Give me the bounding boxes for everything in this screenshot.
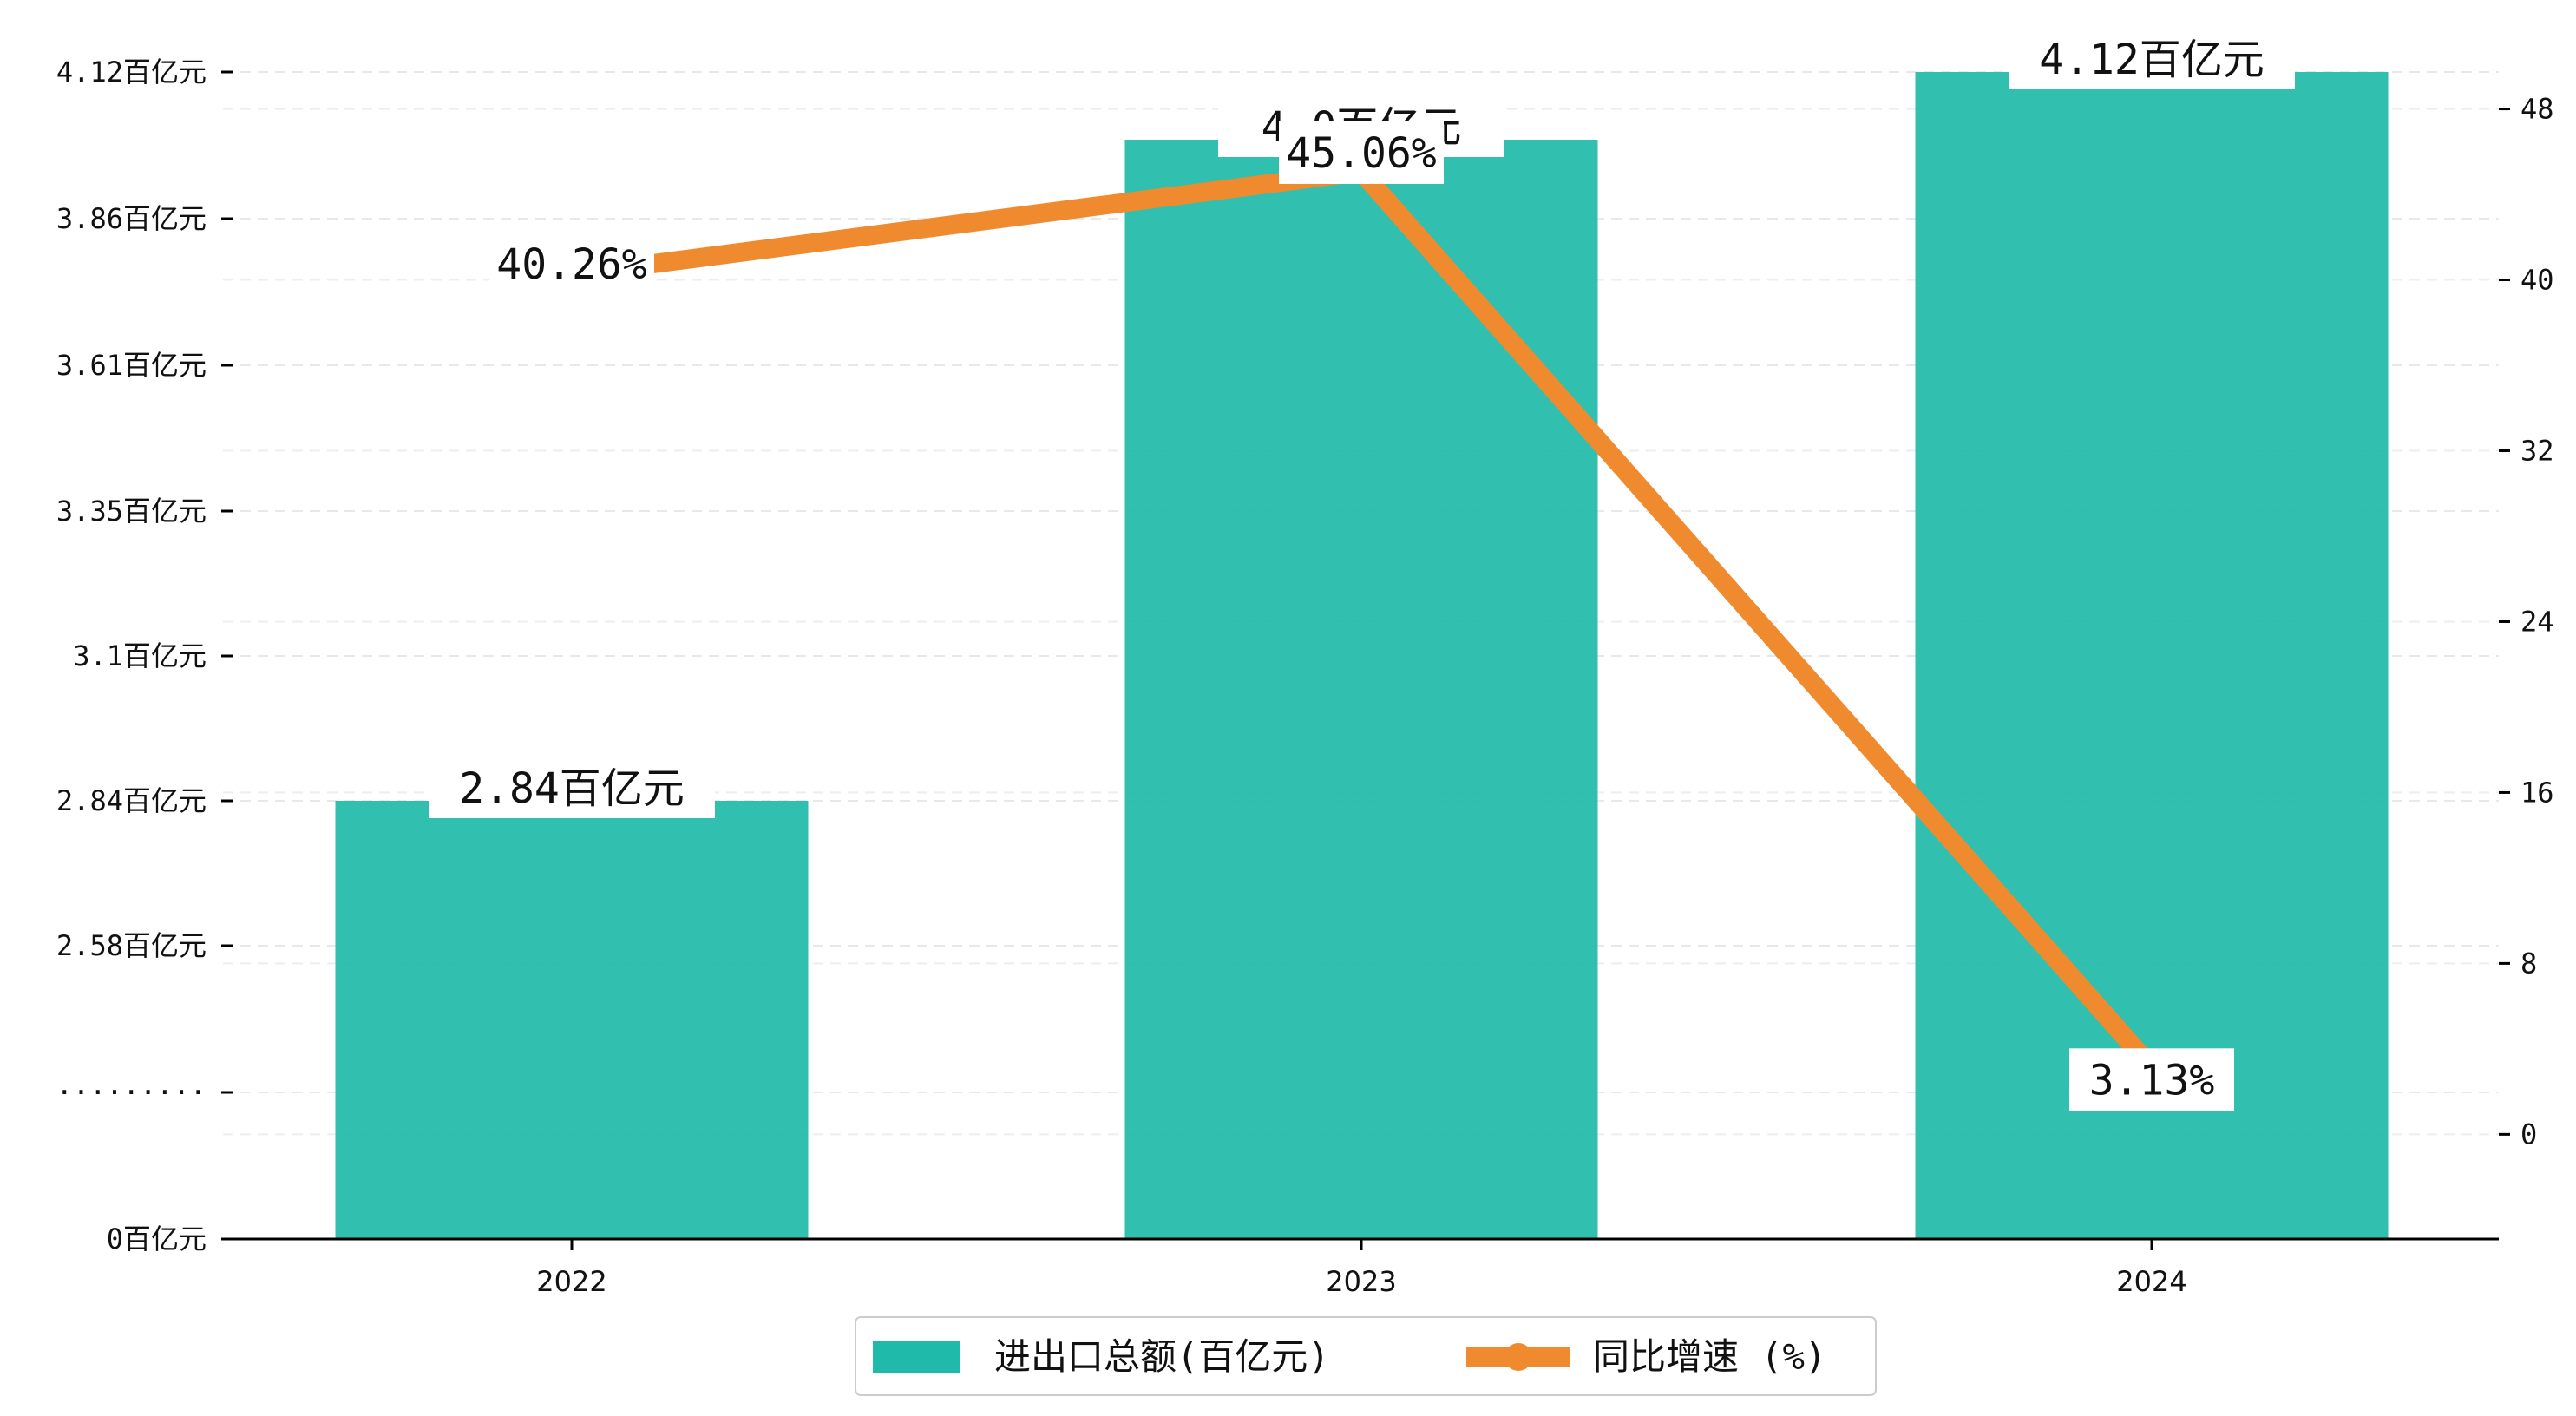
bar [1915,72,2389,1239]
bar-series [335,72,2389,1239]
y-tick-label: 3.86百亿元 [56,202,206,235]
x-tick-label: 2024 [2116,1265,2186,1298]
x-tick-label: 2022 [536,1265,606,1298]
right-tick-label: 32 [2520,434,2554,467]
bar [335,801,809,1239]
right-tick-label: 8 [2520,947,2537,980]
line-label-box [1279,121,1444,184]
legend-label-line: 同比增速 (%) [1593,1335,1826,1378]
bar-value-label: 2.84百亿元 [459,764,685,813]
right-tick-label: 16 [2520,776,2554,809]
y-tick-label: ········· [56,1076,206,1109]
bar-value-label: 4.12百亿元 [2039,36,2265,84]
y-tick-label: 3.61百亿元 [56,349,206,382]
right-tick-label: 40 [2520,264,2554,297]
right-tick-label: 24 [2520,605,2554,638]
right-tick-label: 0 [2520,1118,2537,1150]
bar-label-box [2009,23,2295,89]
y-tick-label: 4.12百亿元 [56,56,206,88]
axes: 0百亿元 ········· 2.58百亿元 2.84百亿元 3.1百亿元 3.35百亿元… [56,56,2554,1298]
legend-swatch-bar [873,1341,960,1373]
x-tick-label: 2023 [1326,1265,1396,1298]
line-label-box [489,233,654,296]
right-tick-label: 48 [2520,93,2554,126]
line-value-label: 3.13% [2089,1056,2215,1105]
legend-label-bar: 进出口总额(百亿元) [994,1335,1330,1378]
y-tick-label: 2.58百亿元 [56,929,206,962]
legend[interactable]: 进出口总额(百亿元) 同比增速 (%) [855,1316,1877,1396]
line-label-box [2069,1048,2234,1111]
bar [1124,140,1598,1239]
legend-swatch-marker [1504,1343,1532,1371]
y-tick-label: 0百亿元 [107,1223,206,1255]
bar-label-box [429,752,715,818]
y-tick-label: 3.1百亿元 [73,639,206,672]
y-tick-label: 2.84百亿元 [56,784,206,817]
legend-box [855,1316,1877,1396]
y-tick-label: 3.35百亿元 [56,495,206,528]
line-value-label: 45.06% [1286,129,1436,178]
line-value-label: 40.26% [496,240,646,289]
